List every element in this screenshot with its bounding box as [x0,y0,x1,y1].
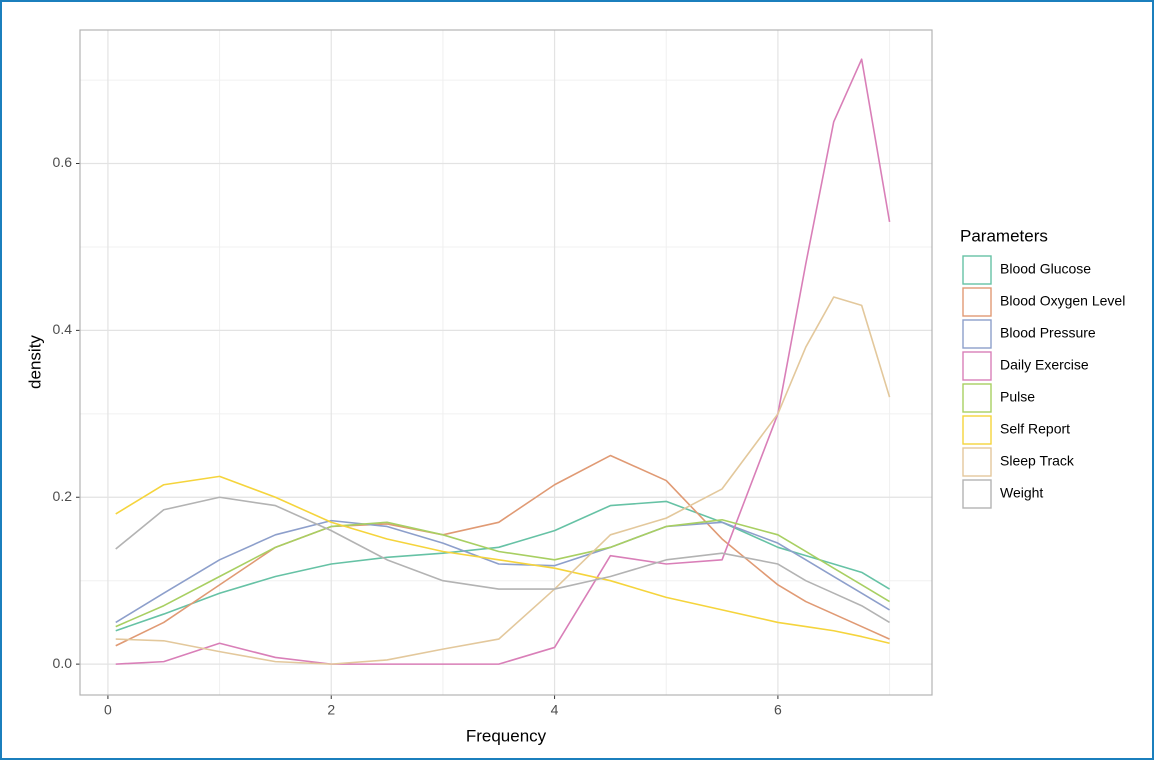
density-line [115,500,890,632]
legend-key [962,287,992,317]
density-line [115,475,890,645]
panel-border [79,29,933,696]
legend-key [962,351,992,381]
legend-key [962,447,992,477]
legend-key [962,255,992,285]
legend-label: Blood Pressure [1000,325,1096,341]
legend-key [962,319,992,349]
y-tick-label: 0.2 [53,488,73,504]
legend-label: Weight [1000,485,1043,501]
legend-label: Daily Exercise [1000,357,1089,373]
x-tick-label: 4 [551,702,559,718]
legend-title: Parameters [960,226,1048,245]
legend-label: Sleep Track [1000,453,1075,469]
y-tick-label: 0.6 [53,154,73,170]
plot-panel [80,30,932,695]
density-line [115,58,891,665]
legend-key [962,383,992,413]
x-tick-label: 0 [104,702,112,718]
x-tick-label: 2 [327,702,335,718]
x-tick-label: 6 [774,702,782,718]
legend-key [962,415,992,445]
x-axis-label: Frequency [466,726,547,745]
y-tick-label: 0.4 [53,321,73,337]
legend-label: Blood Glucose [1000,261,1091,277]
density-line [115,496,890,624]
legend-label: Self Report [1000,421,1070,437]
y-axis-label: density [25,335,44,389]
legend-key [962,479,992,509]
legend-label: Blood Oxygen Level [1000,293,1125,309]
y-tick-label: 0.0 [53,655,73,671]
density-line [115,518,890,628]
legend-label: Pulse [1000,389,1035,405]
density-line [115,519,890,624]
density-line [115,454,890,647]
